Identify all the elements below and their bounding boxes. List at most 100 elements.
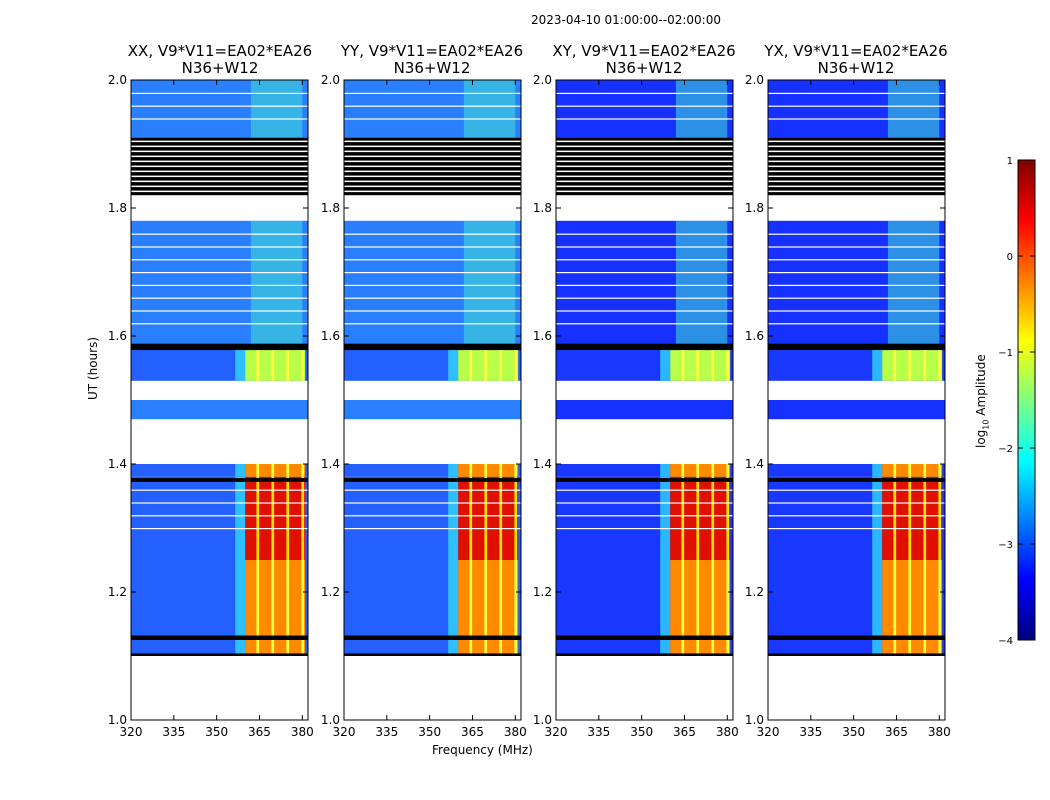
rfi-band <box>887 80 940 138</box>
burst-stripe <box>908 560 912 656</box>
flagged-row <box>768 185 945 188</box>
panel-title-yx: YX, V9*V11=EA02*EA26 N36+W12 <box>736 43 976 77</box>
panel-xy: 1.0 1.2 1.4 1.6 1.8 2.0 320 335 350 365 380 <box>533 73 739 739</box>
y-tick-label: 2.0 <box>745 73 764 87</box>
burst-stripe <box>923 464 927 477</box>
flagged-row <box>768 170 945 173</box>
y-tick-label: 1.2 <box>108 585 127 599</box>
y-tick-label: 1.4 <box>745 457 764 471</box>
y-tick-label: 1.6 <box>533 329 552 343</box>
time-block-3 <box>768 400 945 420</box>
colorbar-tick-label: −2 <box>998 444 1013 455</box>
flagged-row <box>556 140 733 143</box>
burst-stripe <box>271 560 275 656</box>
flagged-row <box>131 175 308 178</box>
burst-stripe <box>499 476 503 560</box>
black-band <box>131 653 308 656</box>
burst-band <box>670 348 731 381</box>
burst-stripe <box>681 560 685 656</box>
flagged-row <box>344 175 521 178</box>
x-tick-label: 335 <box>375 725 398 739</box>
colorbar-label: log10 Amplitude <box>974 354 990 448</box>
flag-line <box>768 528 945 530</box>
burst-stripe <box>726 464 730 477</box>
flag-line <box>556 233 733 235</box>
burst-stripe <box>938 560 942 656</box>
burst-stripe <box>726 560 730 656</box>
flag-line <box>344 528 521 530</box>
burst-stripe <box>514 560 518 656</box>
y-tick-label: 2.0 <box>321 73 340 87</box>
burst-stripe <box>696 560 700 656</box>
burst-stripe <box>514 476 518 560</box>
burst-stripe <box>923 560 927 656</box>
panel-title-xx: XX, V9*V11=EA02*EA26 N36+W12 <box>100 43 340 77</box>
flagged-row <box>131 170 308 173</box>
x-tick-label: 365 <box>461 725 484 739</box>
panel-frame <box>555 79 734 721</box>
colorbar-tick-label: 0 <box>1007 252 1013 263</box>
burst-stripe <box>256 560 260 656</box>
burst-stripe <box>938 476 942 560</box>
burst-edge <box>660 348 671 381</box>
y-tick-label: 1.4 <box>533 457 552 471</box>
flag-line <box>556 246 733 248</box>
burst-stripe <box>893 348 897 381</box>
flag-line <box>131 246 308 248</box>
burst-stripe <box>893 560 897 656</box>
y-tick-label: 1.0 <box>321 713 340 727</box>
flag-line <box>131 297 308 299</box>
black-band <box>768 478 945 482</box>
flagged-row <box>768 180 945 183</box>
flag-line <box>556 284 733 286</box>
flagged-row <box>344 180 521 183</box>
y-tick-label: 1.8 <box>533 201 552 215</box>
black-band <box>344 653 521 656</box>
flag-line <box>768 92 945 94</box>
flag-line <box>344 515 521 517</box>
flagged-row <box>344 170 521 173</box>
burst-edge <box>448 348 459 381</box>
burst-stripe <box>696 348 700 381</box>
y-tick-label: 1.4 <box>321 457 340 471</box>
black-band <box>556 653 733 656</box>
burst-stripe <box>711 348 715 381</box>
flagged-row <box>344 145 521 148</box>
burst-stripe <box>286 348 290 381</box>
flag-line <box>131 502 308 504</box>
flag-line <box>344 118 521 120</box>
burst-band <box>245 464 306 477</box>
flagged-row <box>344 150 521 153</box>
flagged-row <box>344 155 521 158</box>
flag-line <box>131 272 308 274</box>
y-tick-label: 2.0 <box>108 73 127 87</box>
flag-line <box>768 502 945 504</box>
burst-stripe <box>681 476 685 560</box>
burst-stripe <box>484 560 488 656</box>
x-tick-label: 380 <box>716 725 739 739</box>
flag-line <box>768 272 945 274</box>
flag-line <box>344 284 521 286</box>
flagged-row <box>131 165 308 168</box>
y-tick-label: 1.6 <box>745 329 764 343</box>
x-tick-label: 320 <box>120 725 143 739</box>
flag-line <box>768 233 945 235</box>
y-tick-label: 1.2 <box>321 585 340 599</box>
flagged-row <box>556 150 733 153</box>
burst-edge <box>448 560 459 656</box>
flag-line <box>344 92 521 94</box>
y-tick-label: 1.6 <box>321 329 340 343</box>
panel-title-xy-line1: XY, V9*V11=EA02*EA26 <box>552 42 736 60</box>
panel-yy: 1.0 1.2 1.4 1.6 1.8 2.0 320 335 350 365 380 <box>321 73 527 739</box>
burst-stripe <box>923 476 927 560</box>
flagged-row <box>768 190 945 193</box>
x-tick-label: 350 <box>418 725 441 739</box>
y-tick-label: 2.0 <box>533 73 552 87</box>
burst-edge <box>660 464 671 477</box>
flag-line <box>556 310 733 312</box>
flag-line <box>556 259 733 261</box>
rfi-band <box>675 80 728 138</box>
flag-line <box>131 92 308 94</box>
y-tick-label: 1.6 <box>108 329 127 343</box>
